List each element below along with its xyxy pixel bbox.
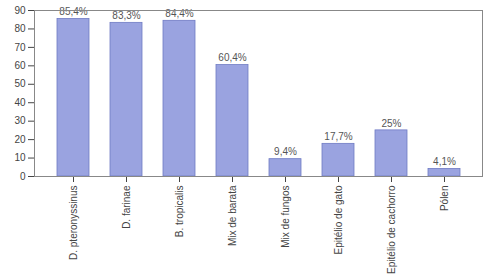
svg-text:0: 0 <box>20 171 26 182</box>
svg-text:Epitélio de cachorro: Epitélio de cachorro <box>386 185 397 274</box>
svg-text:Mix de barata: Mix de barata <box>227 185 238 246</box>
svg-text:70: 70 <box>14 42 26 53</box>
svg-text:Epitélio de gato: Epitélio de gato <box>333 185 344 254</box>
svg-text:D. farinae: D. farinae <box>121 185 132 229</box>
svg-text:9,4%: 9,4% <box>274 146 297 157</box>
svg-text:60: 60 <box>14 60 26 71</box>
svg-text:17,7%: 17,7% <box>324 131 352 142</box>
svg-text:83,3%: 83,3% <box>112 10 140 21</box>
svg-text:20: 20 <box>14 134 26 145</box>
svg-text:B. tropicalis: B. tropicalis <box>174 186 185 238</box>
svg-text:10: 10 <box>14 152 26 163</box>
svg-text:40: 40 <box>14 97 26 108</box>
svg-text:Mix de fungos: Mix de fungos <box>280 186 291 248</box>
svg-text:50: 50 <box>14 78 26 89</box>
svg-text:4,1%: 4,1% <box>433 156 456 167</box>
svg-text:25%: 25% <box>381 118 401 129</box>
svg-text:30: 30 <box>14 115 26 126</box>
svg-text:90: 90 <box>14 5 26 16</box>
svg-text:D. pteronyssinus: D. pteronyssinus <box>68 186 79 260</box>
svg-text:80: 80 <box>14 23 26 34</box>
svg-text:84,4%: 84,4% <box>165 8 193 19</box>
svg-text:Pólen: Pólen <box>439 186 450 212</box>
svg-text:85,4%: 85,4% <box>59 6 87 17</box>
svg-text:60,4%: 60,4% <box>218 52 246 63</box>
